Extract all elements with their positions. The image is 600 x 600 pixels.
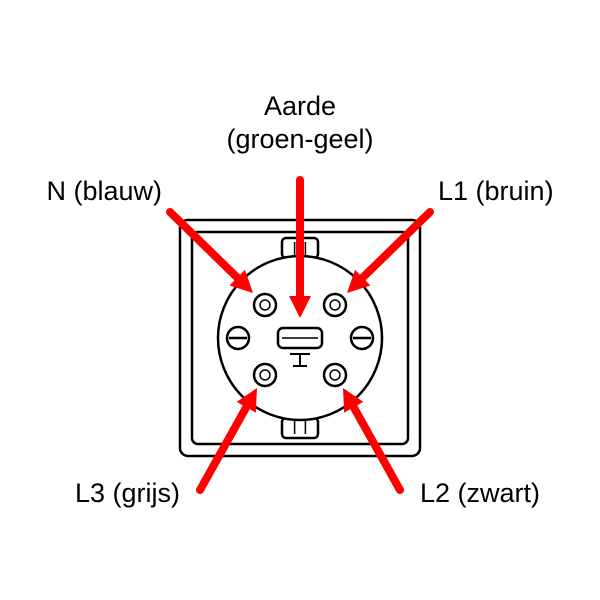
arrow-l3	[200, 388, 257, 490]
label-l3: L3 (grijs)	[75, 478, 180, 508]
arrow-l1	[347, 212, 430, 293]
label-aarde-1: Aarde	[264, 91, 336, 121]
terminal-L1	[324, 294, 346, 316]
terminal-L3	[254, 364, 276, 386]
terminal-L2	[324, 364, 346, 386]
label-n: N (blauw)	[46, 176, 162, 206]
arrow-l2	[343, 388, 400, 490]
wiring-diagram: Aarde(groen-geel) N (blauw) L1 (bruin) L3 (…	[0, 0, 600, 600]
label-l1: L1 (bruin)	[438, 176, 554, 206]
label-l2: L2 (zwart)	[420, 478, 540, 508]
label-aarde-2: (groen-geel)	[226, 124, 373, 154]
arrow-n	[170, 212, 253, 293]
terminal-N	[254, 294, 276, 316]
